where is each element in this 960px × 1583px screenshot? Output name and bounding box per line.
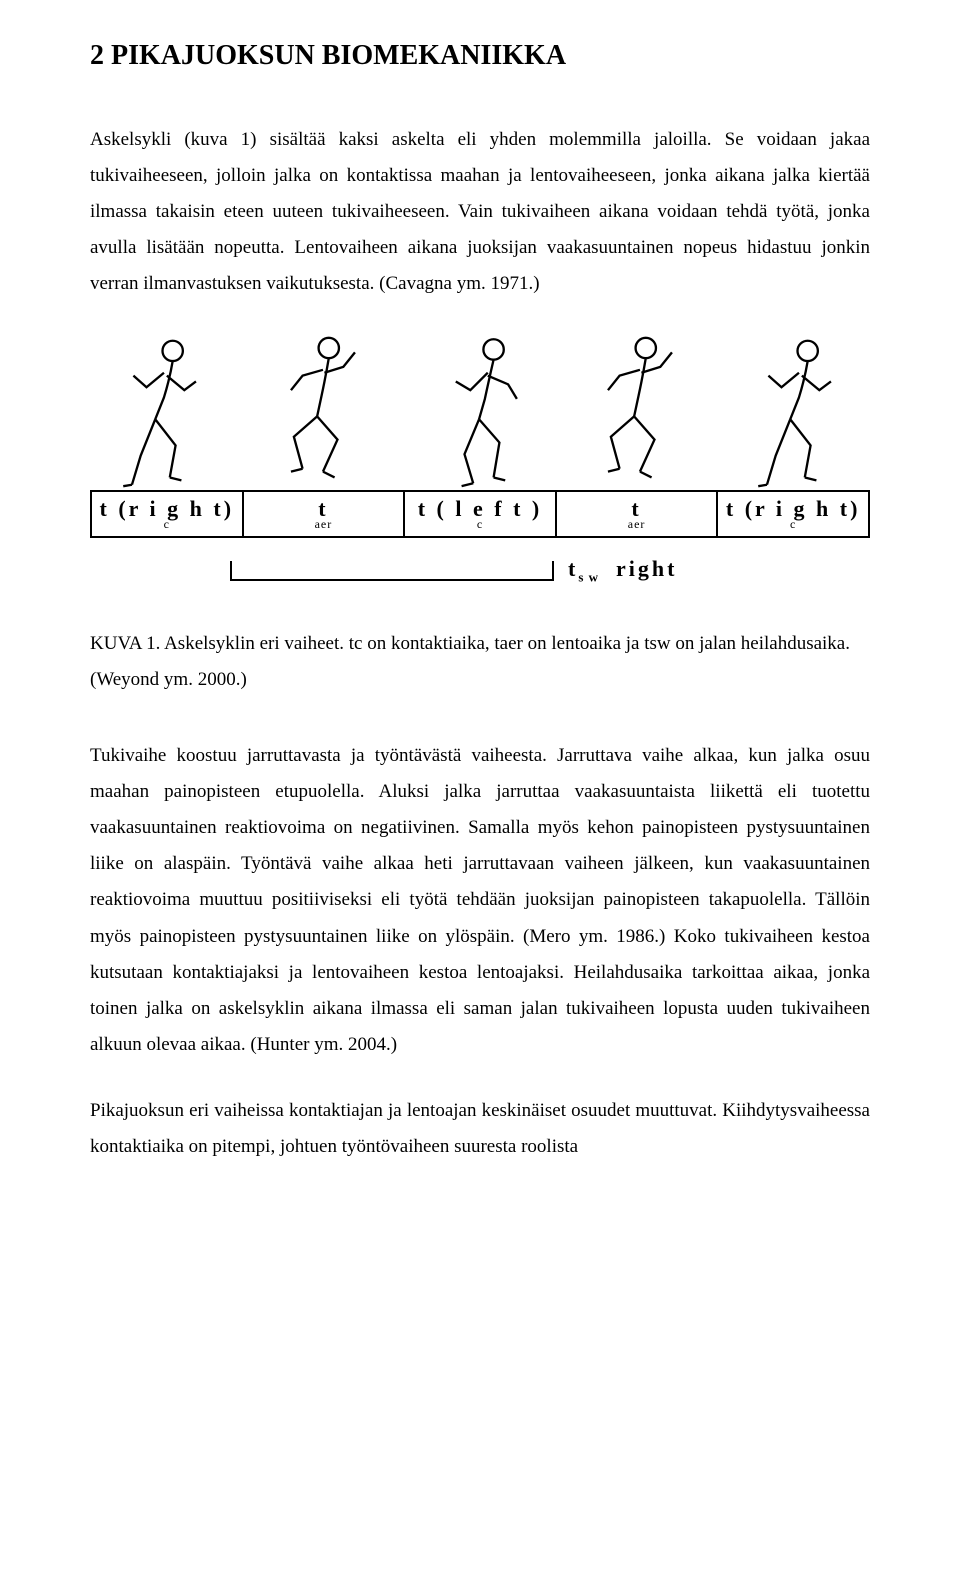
phase-cell: t ( l e f t )c — [405, 492, 557, 536]
phase-sub-label: aer — [315, 518, 333, 530]
figure-stride-cycle: t (r i g h t)ctaert ( l e f t )ctaert (r… — [90, 332, 870, 585]
phase-cell: t (r i g h t)c — [92, 492, 244, 536]
section-heading: 2 PIKAJUOKSUN BIOMEKANIIKKA — [90, 40, 870, 72]
phase-sub-label: c — [164, 518, 170, 530]
phase-timeline: t (r i g h t)ctaert ( l e f t )ctaert (r… — [90, 490, 870, 538]
runner-icon — [586, 332, 691, 492]
paragraph-phases: Tukivaihe koostuu jarruttavasta ja työnt… — [90, 738, 870, 1063]
runner-row — [90, 332, 870, 492]
stride-label: ts w right — [568, 556, 677, 585]
runner-icon — [428, 332, 533, 492]
stride-side: right — [616, 556, 677, 581]
stride-bracket-icon — [230, 561, 554, 581]
runner-icon — [745, 332, 850, 492]
stride-subscript: s w — [578, 570, 599, 585]
phase-cell: taer — [557, 492, 719, 536]
runner-icon — [110, 332, 215, 492]
stride-bracket-row: ts w right — [90, 556, 870, 585]
figure-caption: KUVA 1. Askelsyklin eri vaiheet. tc on k… — [90, 626, 870, 698]
document-page: 2 PIKAJUOKSUN BIOMEKANIIKKA Askelsykli (… — [0, 0, 960, 1235]
paragraph-timing: Pikajuoksun eri vaiheissa kontaktiajan j… — [90, 1093, 870, 1165]
runner-icon — [269, 332, 374, 492]
phase-sub-label: aer — [628, 518, 646, 530]
stride-symbol: t — [568, 556, 578, 581]
phase-cell: taer — [244, 492, 406, 536]
phase-cell: t (r i g h t)c — [718, 492, 868, 536]
phase-sub-label: c — [790, 518, 796, 530]
phase-sub-label: c — [477, 518, 483, 530]
paragraph-intro: Askelsykli (kuva 1) sisältää kaksi askel… — [90, 122, 870, 302]
